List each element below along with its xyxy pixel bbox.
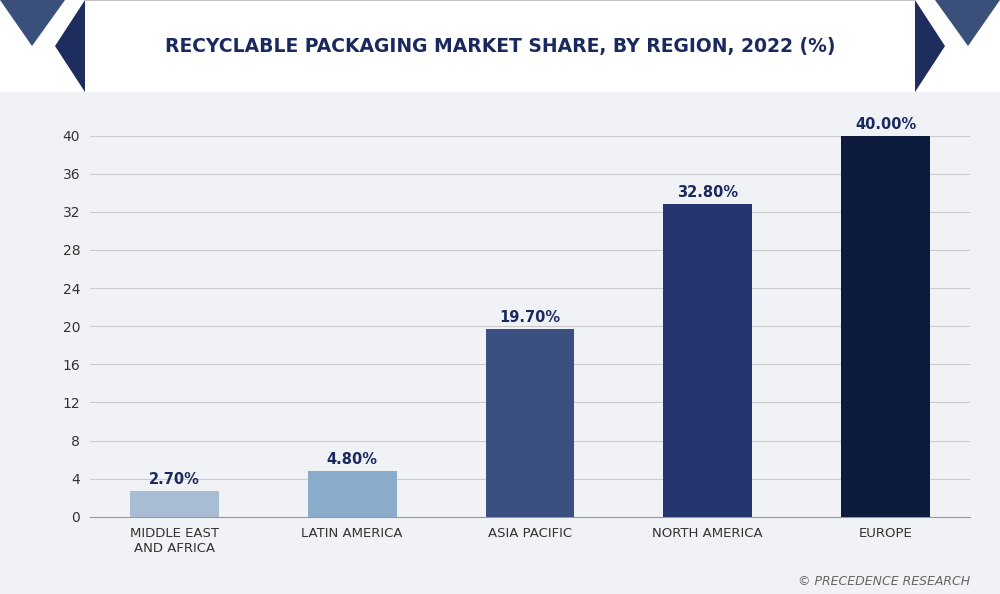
Polygon shape <box>0 0 85 92</box>
Text: RECYCLABLE PACKAGING MARKET SHARE, BY REGION, 2022 (%): RECYCLABLE PACKAGING MARKET SHARE, BY RE… <box>165 37 835 55</box>
Polygon shape <box>0 0 1000 92</box>
Polygon shape <box>0 0 85 92</box>
Text: © PRECEDENCE RESEARCH: © PRECEDENCE RESEARCH <box>798 575 970 588</box>
Polygon shape <box>915 0 1000 92</box>
Text: 4.80%: 4.80% <box>327 452 378 467</box>
Text: 32.80%: 32.80% <box>677 185 738 200</box>
Bar <box>308 471 397 517</box>
Polygon shape <box>915 0 1000 92</box>
Polygon shape <box>0 0 65 46</box>
Bar <box>486 329 574 517</box>
Polygon shape <box>935 0 1000 46</box>
Text: 2.70%: 2.70% <box>149 472 200 487</box>
Bar <box>663 204 752 517</box>
Text: 19.70%: 19.70% <box>499 310 561 325</box>
Text: 40.00%: 40.00% <box>855 116 916 132</box>
Bar <box>841 135 930 517</box>
Bar <box>130 491 219 517</box>
